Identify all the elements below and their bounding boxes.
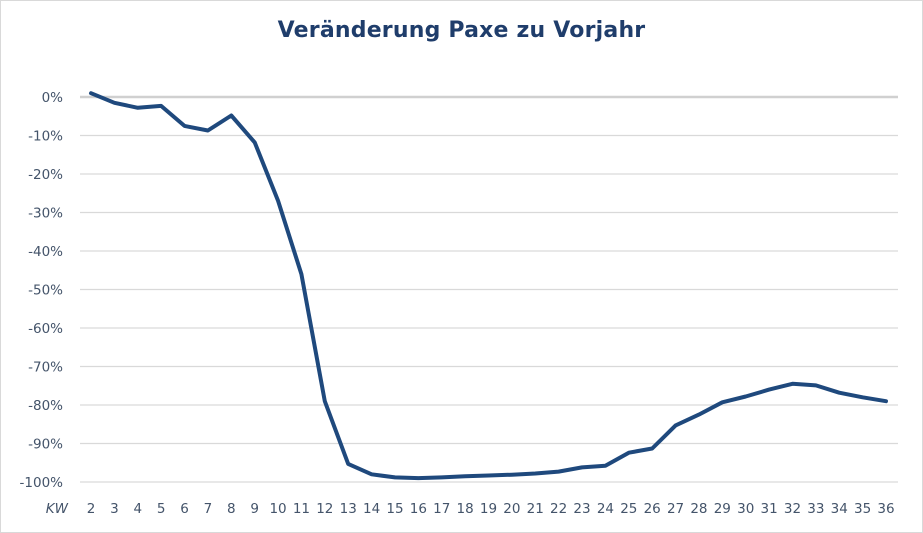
x-tick-label: 28 <box>690 501 707 517</box>
x-tick-label: 26 <box>644 501 661 517</box>
x-tick-label: 29 <box>714 501 731 517</box>
chart-title: Veränderung Paxe zu Vorjahr <box>277 18 646 43</box>
x-tick-label: 13 <box>340 501 357 517</box>
x-tick-label: 4 <box>133 501 142 517</box>
x-tick-label: 31 <box>760 501 777 517</box>
x-tick-label: 10 <box>269 501 286 517</box>
x-tick-label: 6 <box>180 501 189 517</box>
x-axis-title: KW <box>46 501 69 517</box>
x-tick-label: 32 <box>784 501 801 517</box>
x-tick-label: 23 <box>573 501 590 517</box>
y-tick-label: -10% <box>28 129 63 145</box>
y-tick-label: -30% <box>28 206 63 222</box>
x-tick-label: 14 <box>363 501 380 517</box>
x-tick-label: 15 <box>386 501 403 517</box>
gridlines <box>80 95 898 483</box>
y-tick-label: -80% <box>28 398 63 414</box>
y-tick-label: -40% <box>28 244 63 260</box>
x-tick-label: 12 <box>316 501 333 517</box>
x-tick-label: 21 <box>527 501 544 517</box>
x-tick-label: 25 <box>620 501 637 517</box>
y-axis-labels: 0% -10% -20% -30% -40% -50% -60% -70% -80% -90% -1… <box>20 90 64 491</box>
x-tick-label: 36 <box>877 501 894 517</box>
x-tick-label: 7 <box>204 501 213 517</box>
y-tick-label: -70% <box>28 360 63 376</box>
x-tick-label: 34 <box>831 501 848 517</box>
x-tick-label: 2 <box>87 501 96 517</box>
x-tick-label: 3 <box>110 501 119 517</box>
x-axis-labels: 2 3 4 5 6 7 8 9 10 11 12 13 14 15 16 17 18 19 20 21 22 23 24 25… <box>87 501 895 517</box>
x-tick-label: 11 <box>293 501 310 517</box>
x-tick-label: 9 <box>250 501 259 517</box>
x-tick-label: 19 <box>480 501 497 517</box>
x-tick-label: 35 <box>854 501 871 517</box>
x-tick-label: 20 <box>503 501 520 517</box>
x-tick-label: 24 <box>597 501 614 517</box>
x-tick-label: 33 <box>807 501 824 517</box>
x-tick-label: 18 <box>457 501 474 517</box>
y-tick-label: -100% <box>20 475 64 491</box>
y-tick-label: -60% <box>28 321 63 337</box>
x-tick-label: 30 <box>737 501 754 517</box>
y-tick-label: -20% <box>28 167 63 183</box>
y-tick-label: -90% <box>28 437 63 453</box>
x-tick-label: 5 <box>157 501 166 517</box>
x-tick-label: 8 <box>227 501 236 517</box>
y-tick-label: -50% <box>28 283 63 299</box>
series-line <box>89 91 888 481</box>
x-tick-label: 17 <box>433 501 450 517</box>
x-tick-label: 22 <box>550 501 567 517</box>
y-tick-label: 0% <box>42 90 64 106</box>
x-tick-label: 27 <box>667 501 684 517</box>
x-tick-label: 16 <box>410 501 427 517</box>
